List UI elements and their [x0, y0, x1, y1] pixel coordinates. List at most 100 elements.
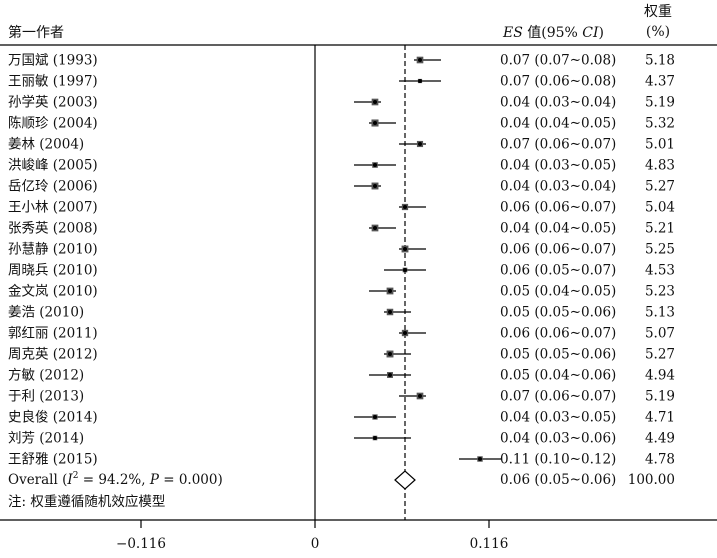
study-weight-value: 5.19: [645, 95, 675, 111]
study-es-value: 0.04 (0.03~0.05): [500, 410, 616, 426]
study-weight-value: 5.04: [645, 200, 675, 216]
study-row: 郭红丽 (2011) 0.06 (0.06~0.07) 5.07: [8, 325, 675, 342]
point-estimate: [403, 247, 407, 251]
study-label: 刘芳 (2014): [8, 431, 84, 447]
study-label: 周晓兵 (2010): [8, 263, 98, 279]
point-estimate: [373, 163, 377, 167]
study-weight-value: 5.21: [645, 221, 675, 237]
point-estimate: [388, 373, 392, 377]
study-label: 王小林 (2007): [8, 200, 98, 216]
study-weight-value: 5.25: [645, 242, 675, 258]
study-es-value: 0.07 (0.07~0.08): [500, 53, 616, 69]
study-weight-value: 4.83: [645, 158, 675, 174]
overall-label: Overall (I2 = 94.2%, P = 0.000): [8, 471, 223, 488]
study-es-value: 0.07 (0.06~0.07): [500, 137, 616, 153]
study-label: 孙学英 (2003): [8, 94, 98, 111]
study-weight-value: 5.32: [645, 116, 675, 132]
study-row: 周晓兵 (2010) 0.06 (0.05~0.07) 4.53: [8, 263, 675, 279]
study-label: 金文岚 (2010): [8, 284, 98, 300]
study-weight-value: 5.18: [645, 53, 675, 69]
footnote: 注: 权重遵循随机效应模型: [8, 493, 165, 510]
study-row: 方敏 (2012) 0.05 (0.04~0.06) 4.94: [8, 368, 675, 384]
weight-column-header-line2: (%): [646, 24, 670, 40]
study-row: 王小林 (2007) 0.06 (0.06~0.07) 5.04: [8, 200, 675, 216]
study-es-value: 0.05 (0.04~0.06): [500, 368, 616, 384]
study-label: 万国斌 (1993): [8, 53, 98, 69]
x-tick-label: −0.116: [116, 536, 166, 552]
weight-column-header-line1: 权重: [644, 4, 672, 20]
point-estimate: [403, 331, 407, 335]
point-estimate: [418, 394, 422, 398]
study-es-value: 0.05 (0.05~0.06): [500, 305, 616, 321]
study-weight-value: 5.27: [645, 347, 675, 363]
study-weight-value: 4.78: [645, 452, 675, 468]
point-estimate: [373, 436, 377, 440]
study-row: 史良俊 (2014) 0.04 (0.03~0.05) 4.71: [8, 410, 675, 426]
x-tick-label: 0.116: [470, 536, 509, 552]
study-weight-value: 4.53: [645, 263, 675, 279]
study-label: 史良俊 (2014): [8, 410, 98, 426]
study-es-value: 0.04 (0.03~0.04): [500, 179, 616, 195]
study-row: 金文岚 (2010) 0.05 (0.04~0.05) 5.23: [8, 284, 675, 300]
study-row: 姜林 (2004) 0.07 (0.06~0.07) 5.01: [8, 137, 675, 153]
study-row: 姜浩 (2010) 0.05 (0.05~0.06) 5.13: [8, 305, 675, 321]
study-es-value: 0.04 (0.03~0.04): [500, 95, 616, 111]
study-row: 岳亿玲 (2006) 0.04 (0.03~0.04) 5.27: [8, 179, 675, 195]
study-es-value: 0.05 (0.04~0.05): [500, 284, 616, 300]
study-es-value: 0.04 (0.03~0.05): [500, 158, 616, 174]
point-estimate: [403, 268, 407, 272]
point-estimate: [388, 289, 392, 293]
point-estimate: [418, 79, 422, 83]
point-estimate: [418, 142, 422, 146]
overall-es-value: 0.06 (0.05~0.06): [500, 472, 616, 488]
study-es-value: 0.06 (0.05~0.07): [500, 263, 616, 279]
study-row: 洪峻峰 (2005) 0.04 (0.03~0.05) 4.83: [8, 158, 675, 174]
study-es-value: 0.07 (0.06~0.07): [500, 389, 616, 405]
point-estimate: [418, 58, 422, 62]
study-weight-value: 5.07: [645, 326, 675, 342]
study-label: 孙慧静 (2010): [8, 242, 98, 258]
study-label: 郭红丽 (2011): [8, 325, 98, 342]
point-estimate: [403, 205, 407, 209]
study-weight-value: 4.71: [645, 410, 675, 426]
study-label: 陈顺珍 (2004): [8, 115, 98, 132]
study-weight-value: 5.27: [645, 179, 675, 195]
study-es-value: 0.04 (0.03~0.06): [500, 431, 616, 447]
study-weight-value: 4.37: [645, 74, 675, 90]
study-label: 于利 (2013): [8, 389, 84, 405]
overall-weight-value: 100.00: [628, 472, 675, 488]
point-estimate: [373, 184, 377, 188]
study-label: 周克英 (2012): [8, 346, 98, 363]
study-label: 姜林 (2004): [8, 137, 84, 153]
study-weight-value: 4.49: [645, 431, 675, 447]
point-estimate: [373, 415, 377, 419]
study-row: 万国斌 (1993) 0.07 (0.07~0.08) 5.18: [8, 53, 675, 69]
study-es-value: 0.04 (0.04~0.05): [500, 116, 616, 132]
study-weight-value: 5.23: [645, 284, 675, 300]
study-row: 陈顺珍 (2004) 0.04 (0.04~0.05) 5.32: [8, 115, 675, 132]
point-estimate: [388, 352, 392, 356]
study-row: 孙慧静 (2010) 0.06 (0.06~0.07) 5.25: [8, 242, 675, 258]
study-row: 张秀英 (2008) 0.04 (0.04~0.05) 5.21: [8, 220, 675, 237]
study-label: 岳亿玲 (2006): [8, 179, 98, 195]
study-es-value: 0.06 (0.06~0.07): [500, 326, 616, 342]
overall-row: Overall (I2 = 94.2%, P = 0.000) 0.06 (0.…: [8, 470, 675, 490]
study-es-value: 0.06 (0.06~0.07): [500, 242, 616, 258]
study-label: 姜浩 (2010): [8, 305, 84, 321]
study-es-value: 0.04 (0.04~0.05): [500, 221, 616, 237]
study-rows: 万国斌 (1993) 0.07 (0.07~0.08) 5.18 王丽敏 (1997)…: [8, 53, 675, 468]
study-row: 孙学英 (2003) 0.04 (0.03~0.04) 5.19: [8, 94, 675, 111]
point-estimate: [373, 121, 377, 125]
study-label: 洪峻峰 (2005): [8, 158, 98, 174]
study-label: 方敏 (2012): [8, 368, 84, 384]
study-column-header: 第一作者: [8, 24, 64, 41]
study-weight-value: 5.19: [645, 389, 675, 405]
point-estimate: [478, 457, 482, 461]
study-es-value: 0.07 (0.06~0.08): [500, 74, 616, 90]
study-row: 王丽敏 (1997) 0.07 (0.06~0.08) 4.37: [8, 74, 675, 90]
overall-diamond-marker: [394, 470, 416, 490]
study-label: 王舒雅 (2015): [8, 452, 98, 468]
study-label: 王丽敏 (1997): [8, 74, 98, 90]
study-weight-value: 5.01: [645, 137, 675, 153]
